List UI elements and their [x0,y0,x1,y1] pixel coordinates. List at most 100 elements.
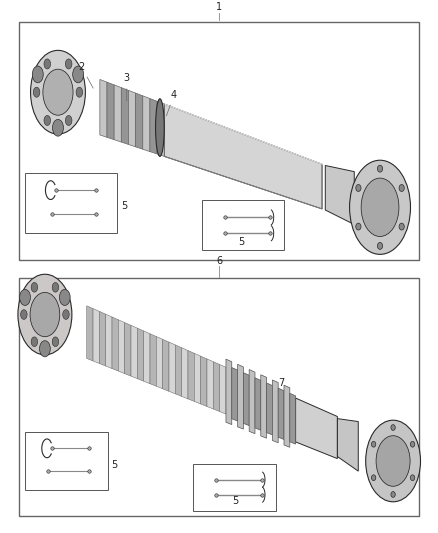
Polygon shape [249,369,255,434]
Ellipse shape [33,87,40,97]
Polygon shape [157,101,164,156]
Polygon shape [162,340,169,391]
Polygon shape [278,388,284,440]
Polygon shape [107,82,114,140]
Ellipse shape [43,69,73,115]
Polygon shape [143,96,150,151]
Ellipse shape [399,223,404,230]
Polygon shape [194,353,201,404]
Text: 5: 5 [121,201,127,211]
Bar [25,173,117,233]
Text: 4: 4 [166,90,177,116]
Text: 1: 1 [216,2,222,12]
Polygon shape [296,398,337,458]
Polygon shape [267,383,272,435]
Polygon shape [136,93,143,149]
Ellipse shape [361,178,399,237]
Ellipse shape [376,435,410,486]
Polygon shape [201,356,207,407]
Ellipse shape [155,99,164,156]
Bar [19,22,419,260]
Ellipse shape [31,337,38,346]
Polygon shape [112,317,118,371]
Polygon shape [232,368,237,421]
Polygon shape [121,87,128,144]
Text: 3: 3 [124,73,130,101]
Ellipse shape [53,119,64,136]
Text: 7: 7 [279,378,285,388]
Ellipse shape [63,310,69,319]
Ellipse shape [391,425,395,431]
Text: 5: 5 [111,460,117,470]
Ellipse shape [21,310,27,319]
Text: 6: 6 [216,256,222,266]
Ellipse shape [350,160,410,254]
Ellipse shape [60,289,70,305]
Polygon shape [144,331,150,384]
Ellipse shape [356,184,361,191]
Polygon shape [114,85,121,142]
Ellipse shape [371,441,376,447]
Ellipse shape [31,282,38,292]
Polygon shape [125,322,131,376]
Ellipse shape [30,293,60,337]
Polygon shape [272,380,278,443]
Bar [201,200,284,250]
Polygon shape [337,418,358,471]
Ellipse shape [356,223,361,230]
Polygon shape [169,342,175,394]
Ellipse shape [76,87,83,97]
Ellipse shape [366,420,420,502]
Polygon shape [261,375,267,438]
Polygon shape [226,359,232,425]
Polygon shape [284,385,290,447]
Polygon shape [99,311,106,366]
Ellipse shape [378,243,383,249]
Ellipse shape [20,289,31,305]
Polygon shape [237,365,244,429]
Ellipse shape [44,116,50,125]
Ellipse shape [39,341,50,357]
Polygon shape [325,165,354,224]
Polygon shape [150,99,157,154]
Polygon shape [156,336,162,389]
Ellipse shape [371,475,376,481]
Polygon shape [128,91,136,147]
Ellipse shape [18,274,72,355]
Ellipse shape [52,282,59,292]
Text: 2: 2 [78,62,93,88]
Text: 5: 5 [239,237,245,247]
Ellipse shape [65,116,72,125]
Polygon shape [150,334,156,386]
Ellipse shape [52,337,59,346]
Ellipse shape [410,475,415,481]
Ellipse shape [391,491,395,497]
Polygon shape [131,325,138,378]
Polygon shape [219,365,226,414]
Bar [19,278,419,516]
Ellipse shape [44,59,50,69]
Polygon shape [207,359,213,409]
Ellipse shape [399,184,404,191]
Ellipse shape [73,66,84,83]
Polygon shape [106,314,112,368]
Polygon shape [182,348,188,399]
Ellipse shape [378,165,383,172]
Polygon shape [244,373,249,426]
Ellipse shape [31,50,85,134]
Polygon shape [93,309,99,364]
Bar [193,464,276,511]
Polygon shape [213,362,219,411]
Polygon shape [290,393,296,444]
Polygon shape [138,328,144,381]
Ellipse shape [65,59,72,69]
Bar [25,432,108,490]
Polygon shape [175,345,182,397]
Ellipse shape [410,441,415,447]
Text: 5: 5 [232,496,238,506]
Polygon shape [164,104,322,209]
Polygon shape [118,320,125,374]
Ellipse shape [32,66,43,83]
Polygon shape [87,306,93,361]
Polygon shape [188,351,194,401]
